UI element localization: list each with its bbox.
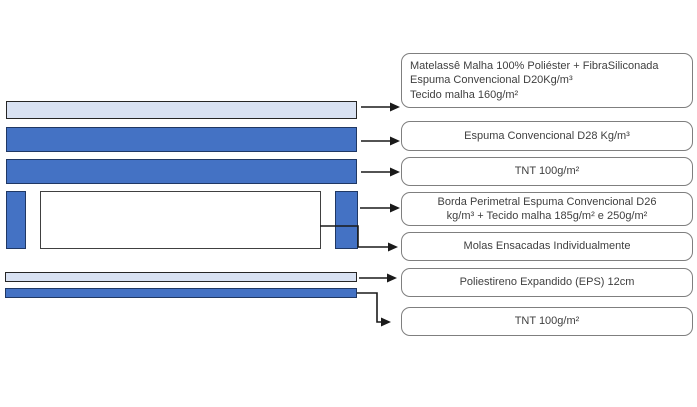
label-tnt-top: TNT 100g/m² xyxy=(401,157,693,186)
label-borda-line1: Borda Perimetral Espuma Convencional D26 xyxy=(437,195,657,208)
label-espuma-d28-text: Espuma Convencional D28 Kg/m³ xyxy=(464,129,630,142)
label-borda-line2: kg/m³ + Tecido malha 185g/m² e 250g/m² xyxy=(446,210,648,222)
label-matelasse-line2: Espuma Convencional D20Kg/m³ xyxy=(410,74,573,87)
label-espuma-d28: Espuma Convencional D28 Kg/m³ xyxy=(401,121,693,151)
arrowhead-borda-perimetral xyxy=(390,203,400,213)
borda-right-block xyxy=(335,191,358,249)
arrowhead-tnt-bottom xyxy=(381,317,391,327)
connector-tnt-bottom xyxy=(357,292,381,323)
tnt-top-layer xyxy=(6,159,357,184)
label-matelasse-line3: Tecido malha 160g/m² xyxy=(410,88,519,101)
arrowhead-molas xyxy=(388,242,398,252)
arrowhead-eps xyxy=(387,273,397,283)
label-molas-text: Molas Ensacadas Individualmente xyxy=(463,240,631,253)
arrowhead-tnt-top xyxy=(390,167,400,177)
label-tnt-top-text: TNT 100g/m² xyxy=(514,165,580,178)
matelasse-top-layer xyxy=(6,101,357,119)
label-eps-text: Poliestireno Expandido (EPS) 12cm xyxy=(459,276,635,289)
label-eps: Poliestireno Expandido (EPS) 12cm xyxy=(401,268,693,297)
label-tnt-bottom: TNT 100g/m² xyxy=(401,307,693,336)
borda-left-block xyxy=(6,191,26,249)
espuma-d28-layer xyxy=(6,127,357,152)
eps-layer xyxy=(5,272,357,282)
label-molas: Molas Ensacadas Individualmente xyxy=(401,232,693,261)
label-borda-perimetral: Borda Perimetral Espuma Convencional D26… xyxy=(401,192,693,226)
label-matelasse-line1: Matelassê Malha 100% Poliéster + FibraSi… xyxy=(410,59,659,72)
molas-spring-core xyxy=(40,191,321,249)
arrowhead-espuma-d28 xyxy=(390,136,400,146)
label-tnt-bottom-text: TNT 100g/m² xyxy=(514,315,580,328)
tnt-bottom-layer xyxy=(5,288,357,298)
arrowhead-matelasse xyxy=(390,102,400,112)
label-matelasse: Matelassê Malha 100% Poliéster + FibraSi… xyxy=(401,53,693,108)
